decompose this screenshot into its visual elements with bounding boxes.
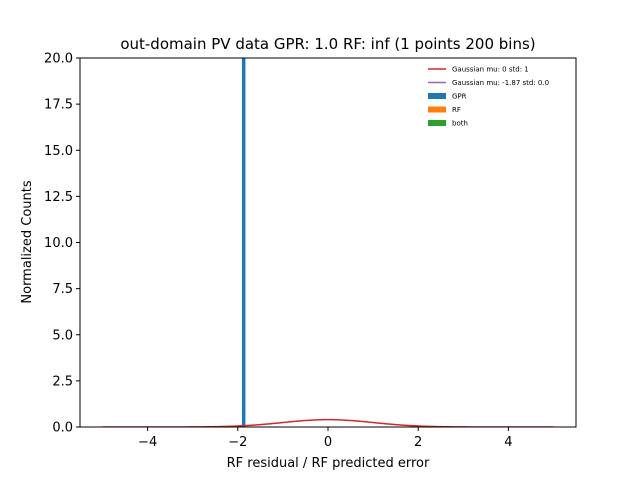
y-axis-label: Normalized Counts — [20, 180, 35, 303]
legend-label: RF — [452, 106, 461, 114]
legend-item: GPR — [428, 93, 467, 101]
y-tick-label: 12.5 — [44, 190, 73, 205]
legend-label: GPR — [452, 93, 467, 101]
legend: Gaussian mu: 0 std: 1 Gaussian mu: -1.87 … — [428, 66, 549, 128]
y-tick-label: 15.0 — [44, 144, 73, 159]
x-tick-label: 0 — [324, 435, 332, 450]
x-axis: −4 −2 0 2 4 — [138, 427, 513, 450]
x-tick-label: −4 — [138, 435, 157, 450]
bar-gpr — [241, 58, 246, 427]
y-tick-label: 0.0 — [52, 421, 73, 436]
plot-area — [79, 57, 577, 428]
y-tick-label: 7.5 — [52, 282, 73, 297]
x-tick-label: −2 — [228, 435, 247, 450]
x-axis-label: RF residual / RF predicted error — [227, 456, 430, 471]
legend-item: Gaussian mu: -1.87 std: 0.0 — [428, 79, 549, 87]
y-tick-label: 17.5 — [44, 98, 73, 113]
legend-bar-swatch — [428, 93, 446, 99]
y-tick-label: 2.5 — [52, 374, 73, 389]
y-tick-label: 10.0 — [44, 236, 73, 251]
x-tick-label: 4 — [504, 435, 512, 450]
y-axis: 0.0 2.5 5.0 7.5 10.0 12.5 15.0 17.5 20.0 — [44, 52, 80, 436]
legend-label: both — [452, 120, 468, 128]
legend-item: RF — [428, 106, 461, 114]
legend-item: both — [428, 120, 468, 128]
legend-label: Gaussian mu: -1.87 std: 0.0 — [452, 79, 549, 87]
legend-bar-swatch — [428, 120, 446, 126]
y-tick-label: 5.0 — [52, 328, 73, 343]
chart-title: out-domain PV data GPR: 1.0 RF: inf (1 p… — [120, 35, 535, 53]
legend-label: Gaussian mu: 0 std: 1 — [452, 66, 529, 74]
y-tick-label: 20.0 — [44, 52, 73, 67]
x-tick-label: 2 — [414, 435, 422, 450]
legend-bar-swatch — [428, 106, 446, 113]
legend-item: Gaussian mu: 0 std: 1 — [428, 66, 529, 74]
